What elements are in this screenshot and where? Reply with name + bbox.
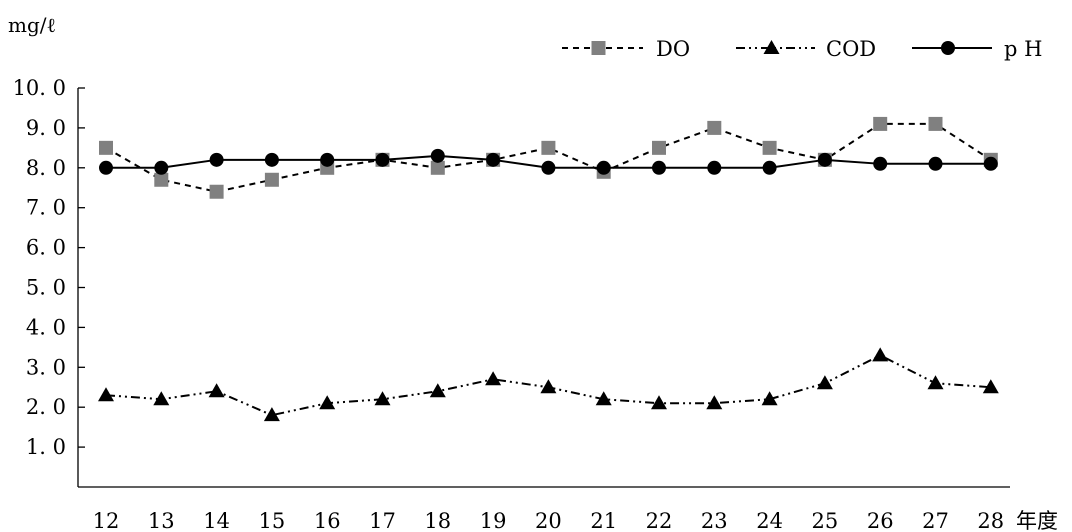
data-point: [873, 116, 888, 131]
data-point: [761, 391, 778, 406]
x-tick-label: 24: [756, 509, 783, 532]
series-cod: [98, 347, 999, 422]
data-point: [927, 375, 944, 390]
legend: DO COD p H: [562, 37, 1042, 61]
x-tick-label: 21: [590, 509, 617, 532]
y-tick-label: 1. 0: [26, 435, 66, 459]
data-point: [762, 160, 777, 175]
legend-label: COD: [826, 37, 876, 61]
data-point: [264, 152, 279, 167]
axes: 10. 0 9. 0 8. 0 7. 0 6. 0 5. 0 4. 0 3. 0 2. 0 1. …: [13, 76, 1010, 532]
data-point: [982, 379, 999, 394]
y-tick-label: 3. 0: [26, 355, 66, 379]
data-point: [99, 140, 113, 155]
x-tick-label: 18: [424, 509, 451, 532]
data-point: [706, 395, 723, 410]
x-tick-label: 20: [535, 509, 562, 532]
series-ph: [99, 148, 998, 175]
x-tick-label: 14: [203, 509, 230, 532]
y-tick-label: 9. 0: [26, 116, 66, 140]
series-layer: [98, 116, 999, 422]
data-point: [154, 172, 169, 187]
data-point: [98, 387, 114, 402]
data-point: [209, 184, 224, 199]
data-point: [707, 160, 722, 175]
legend-label: DO: [656, 37, 690, 61]
x-tick-label: 17: [369, 509, 396, 532]
data-point: [430, 160, 445, 175]
legend-label: p H: [1004, 37, 1042, 61]
data-point: [652, 140, 666, 155]
data-point: [486, 152, 501, 167]
data-point: [154, 160, 169, 175]
y-tick-label: 6. 0: [26, 236, 66, 260]
data-point: [652, 160, 666, 175]
y-tick-label: 7. 0: [26, 196, 66, 220]
y-axis-unit-label: mg/ℓ: [8, 13, 56, 37]
x-tick-label: 19: [480, 509, 507, 532]
data-point: [208, 383, 225, 398]
series-line: [105, 122, 992, 193]
y-tick-label: 8. 0: [26, 156, 66, 180]
data-point: [595, 391, 612, 406]
data-point: [873, 156, 888, 171]
x-tick-label: 28: [977, 509, 1004, 532]
data-point: [429, 383, 446, 398]
data-point: [430, 148, 445, 163]
x-tick-label: 15: [259, 509, 286, 532]
y-tick-label: 4. 0: [26, 315, 66, 339]
data-point: [983, 156, 998, 171]
legend-marker: [941, 41, 955, 55]
data-point: [762, 140, 777, 155]
data-point: [264, 172, 279, 187]
data-point: [817, 152, 832, 167]
x-tick-label: 23: [701, 509, 728, 532]
series-do: [99, 116, 998, 199]
data-point: [540, 379, 557, 394]
x-tick-label: 27: [922, 509, 949, 532]
legend-item: p H: [912, 37, 1042, 61]
data-point: [541, 160, 556, 175]
data-point: [596, 160, 611, 175]
data-point: [485, 371, 502, 386]
data-point: [707, 120, 722, 135]
y-tick-label: 10. 0: [13, 76, 66, 100]
x-tick-label: 25: [812, 509, 839, 532]
data-point: [375, 152, 390, 167]
legend-marker: [763, 40, 780, 54]
x-axis-unit-label: 年度: [1016, 509, 1058, 532]
data-point: [263, 407, 280, 422]
legend-item: DO: [562, 37, 690, 61]
x-tick-label: 12: [93, 509, 120, 532]
x-tick-label: 13: [148, 509, 175, 532]
data-point: [320, 152, 335, 167]
data-point: [928, 156, 943, 171]
data-point: [872, 347, 889, 362]
x-tick-label: 22: [646, 509, 673, 532]
data-point: [928, 116, 943, 131]
legend-marker: [591, 41, 606, 55]
data-point: [209, 152, 224, 167]
data-point: [319, 395, 336, 410]
data-point: [816, 375, 833, 390]
x-tick-label: 26: [867, 509, 894, 532]
data-point: [99, 160, 113, 175]
x-tick-label: 16: [314, 509, 341, 532]
y-tick-label: 2. 0: [26, 395, 66, 419]
data-point: [374, 391, 391, 406]
data-point: [541, 140, 556, 155]
data-point: [153, 391, 170, 406]
data-point: [651, 395, 667, 410]
legend-item: COD: [736, 37, 876, 61]
y-tick-label: 5. 0: [26, 276, 66, 300]
